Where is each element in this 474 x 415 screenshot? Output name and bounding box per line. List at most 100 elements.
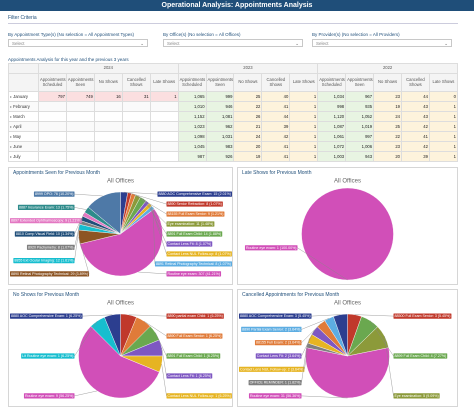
- leader-line: [74, 390, 98, 397]
- filter-select[interactable]: Select ⌄: [8, 39, 148, 47]
- cell: [93, 151, 123, 162]
- label-box: [166, 313, 224, 319]
- data-row: ▸April 1,023 962 21 39 1 1,087 1,019 25 42 1: [8, 121, 459, 132]
- filter-select[interactable]: Select ⌄: [163, 39, 303, 47]
- slice-label: Contact Lens NUL Follow-up: 8 (1.07%): [166, 251, 232, 257]
- label-box: [255, 353, 302, 359]
- label-box: [166, 353, 221, 359]
- cell: 39: [400, 151, 430, 162]
- leader-line: [161, 364, 167, 396]
- cell: 749: [65, 91, 95, 102]
- slice-label: 8880 AOC Comprehensive Exam: 3 (5.45%): [239, 313, 312, 319]
- cell: 946: [205, 101, 235, 112]
- label-text: Eye examination: 5 (9.09%): [395, 394, 439, 398]
- expander[interactable]: ▸: [10, 94, 13, 99]
- cell: 926: [205, 151, 235, 162]
- cell: 43: [400, 101, 430, 112]
- expander[interactable]: ▸: [10, 154, 13, 159]
- slice-label: 8890 Senior Refraction: 8 (1.07%): [166, 201, 223, 207]
- leader-line: [133, 193, 167, 215]
- chevron: ⌄: [140, 41, 144, 46]
- cell: 1,034: [317, 91, 347, 102]
- leader-line: [301, 395, 348, 399]
- slice-label: 8897 Extended Ophthalmoscopy: 9 (1.21%): [10, 218, 82, 224]
- leader-line: [147, 201, 167, 245]
- month: January: [13, 94, 29, 99]
- slice-label: 8855 Ext Ocular Imaging: 12 (1.61%): [13, 258, 75, 264]
- label-text: Routine eye exam: 307 (41.21%): [168, 272, 221, 276]
- slice-label: 8891 Full Exam Child: 14 (1.88%): [166, 231, 223, 237]
- expander[interactable]: ▸: [10, 124, 13, 129]
- label-text: 8890 Full Exam Senior: 1 (6.25%): [168, 334, 222, 338]
- label-box: [154, 261, 232, 267]
- column-row: Appointments Scheduled Appointments Seen N…: [8, 73, 459, 92]
- leader-line: [74, 193, 103, 197]
- cell: 31: [121, 91, 151, 102]
- label-text: 8855 Ext Ocular Imaging: 12 (1.61%): [14, 259, 73, 263]
- filter-label: By Office(s) (No selection = All Offices…: [163, 32, 241, 37]
- chart-panel: Late Shows for Previous Month All Offices…: [237, 167, 458, 285]
- cell: 967: [345, 91, 375, 102]
- slice-label: Routine eye exam: 9 (56.25%): [23, 393, 75, 399]
- cell: [38, 111, 67, 122]
- cell: 42: [261, 131, 291, 142]
- label-box: [23, 393, 75, 399]
- filter-title: Filter Criteria: [8, 15, 458, 24]
- slice-label: Contact Lens NUL Follow-up: 1 (6.25%): [166, 393, 232, 399]
- label-box: [254, 340, 302, 346]
- expander[interactable]: ▸: [10, 144, 13, 149]
- label-box: [17, 204, 75, 210]
- month: March: [13, 114, 25, 119]
- cell: 997: [345, 131, 375, 142]
- cell: [65, 141, 95, 152]
- cell: [121, 141, 151, 152]
- chart-subtitle: All Offices: [107, 301, 134, 307]
- pie-slice: [87, 191, 121, 235]
- label-text: 8890 Partial Exam Senior: 2 (3.64%): [242, 327, 300, 331]
- data-row: ▸June 1,045 983 20 41 1 1,072 1,006 23 42 1: [8, 141, 459, 152]
- cell: 20: [373, 151, 402, 162]
- cell: 1,098: [177, 131, 207, 142]
- data-row: ▸March 1,152 1,081 26 44 1 1,120 1,052 24 43 1: [8, 111, 459, 122]
- slice-label: Routine eye exam: 1 (100.00%): [244, 245, 298, 251]
- cell: 19: [233, 151, 263, 162]
- expander[interactable]: ▸: [10, 114, 13, 119]
- expander[interactable]: ▸: [10, 104, 13, 109]
- label-text: Eye examination: 11 (1.48%): [168, 222, 214, 226]
- cell: [149, 111, 179, 122]
- column-header: No Shows: [233, 73, 263, 92]
- cell: 1,023: [177, 121, 207, 132]
- cell: 1,052: [345, 111, 375, 122]
- cell: 943: [345, 151, 375, 162]
- corner: [8, 63, 39, 74]
- cell: 40: [261, 91, 291, 102]
- cell: 1,120: [317, 111, 347, 122]
- month-cell: ▸January: [8, 91, 39, 102]
- slice-label: Eye examination: 11 (1.48%): [166, 221, 215, 227]
- cell: [149, 141, 179, 152]
- slice-label: 8891 Retinal Photography Technical: 8 (1…: [154, 261, 232, 267]
- cell: 1: [289, 131, 319, 142]
- leader-line: [81, 214, 84, 221]
- cell: 0: [428, 91, 459, 102]
- label-text: 88155 Full Exam Senior: 9 (1.21%): [168, 212, 224, 216]
- leader-line: [370, 320, 394, 357]
- leader-line: [74, 320, 98, 357]
- month: February: [13, 104, 30, 109]
- month-cell: ▸May: [8, 131, 39, 142]
- cell: 1: [428, 111, 459, 122]
- leader-line: [124, 191, 158, 195]
- chart-title: No Shows for Previous Month: [13, 292, 80, 298]
- cell: 22: [233, 101, 263, 112]
- label-text: 8887 Insurance Exam: 13 (1.75%): [19, 205, 74, 209]
- select-placeholder: Select: [12, 41, 25, 46]
- column-header: Appointments Seen: [345, 73, 375, 92]
- leader-line: [301, 323, 322, 343]
- filter-select[interactable]: Select ⌄: [312, 39, 452, 47]
- corner: [8, 73, 39, 92]
- cell: [38, 151, 67, 162]
- cell: 41: [261, 101, 291, 112]
- expander[interactable]: ▸: [10, 134, 13, 139]
- select-placeholder: Select: [316, 41, 329, 46]
